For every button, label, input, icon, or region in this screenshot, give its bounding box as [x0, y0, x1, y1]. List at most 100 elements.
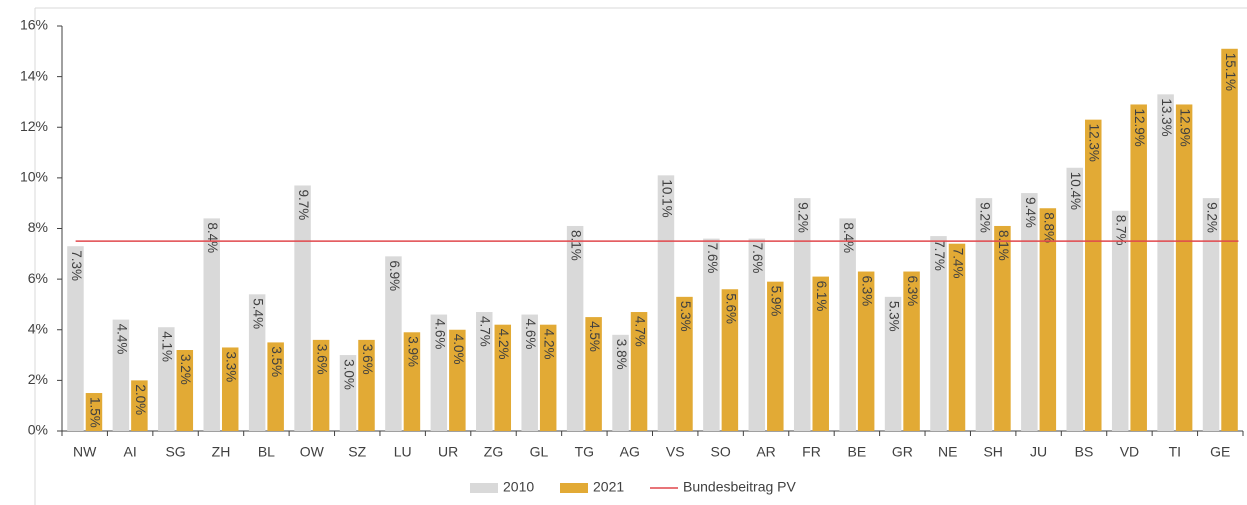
- bar: [630, 312, 648, 431]
- bar: [312, 339, 330, 431]
- data-label: 15.1%: [1223, 53, 1238, 91]
- data-label: 9.2%: [1204, 202, 1219, 233]
- data-label: 12.3%: [1087, 124, 1102, 162]
- bar: [793, 198, 811, 431]
- bar: [112, 319, 130, 431]
- data-label: 4.2%: [542, 329, 557, 360]
- x-tick-label: SG: [165, 444, 185, 460]
- bar: [1221, 48, 1238, 431]
- x-tick-label: GE: [1210, 444, 1230, 460]
- data-label: 4.7%: [478, 316, 493, 347]
- legend-label: 2010: [503, 479, 534, 495]
- y-tick-label: 10%: [20, 169, 48, 185]
- bar: [1130, 104, 1147, 431]
- data-label: 3.6%: [315, 344, 330, 375]
- x-tick-label: UR: [438, 444, 458, 460]
- x-tick-label: SZ: [348, 444, 366, 460]
- bar: [358, 339, 375, 431]
- data-label: 5.3%: [678, 301, 693, 332]
- y-tick-label: 14%: [20, 67, 48, 83]
- data-label: 9.7%: [296, 189, 311, 220]
- bar: [476, 312, 493, 431]
- bar: [385, 256, 402, 431]
- data-label: 3.2%: [178, 354, 193, 385]
- data-label: 2.0%: [133, 384, 148, 415]
- bar: [131, 380, 148, 431]
- data-label: 5.6%: [723, 293, 738, 324]
- x-tick-label: VD: [1120, 444, 1139, 460]
- x-tick-label: BE: [848, 444, 867, 460]
- bar: [1085, 119, 1102, 431]
- x-tick-label: SH: [983, 444, 1002, 460]
- data-label: 3.9%: [405, 336, 420, 367]
- x-tick-label: BS: [1075, 444, 1094, 460]
- data-label: 3.5%: [269, 346, 284, 377]
- data-label: 6.1%: [814, 281, 829, 312]
- bar: [884, 296, 902, 431]
- data-label: 5.3%: [887, 301, 902, 332]
- x-tick-label: AR: [756, 444, 775, 460]
- data-label: 3.8%: [614, 339, 629, 370]
- data-label: 8.1%: [996, 230, 1011, 261]
- data-label: 4.6%: [523, 319, 538, 350]
- bar: [975, 198, 993, 431]
- bar: [267, 342, 284, 431]
- x-tick-label: LU: [394, 444, 412, 460]
- data-label: 9.2%: [977, 202, 992, 233]
- bar: [703, 238, 720, 431]
- y-tick-label: 0%: [28, 422, 48, 438]
- data-label: 4.4%: [114, 324, 129, 355]
- x-tick-label: JU: [1030, 444, 1047, 460]
- bar: [248, 294, 266, 431]
- data-label: 9.2%: [796, 202, 811, 233]
- x-tick-label: TG: [575, 444, 594, 460]
- data-label: 6.3%: [905, 276, 920, 307]
- x-tick-label: ZG: [484, 444, 503, 460]
- bar: [994, 225, 1011, 431]
- bar: [1039, 208, 1057, 431]
- x-tick-label: NW: [73, 444, 97, 460]
- bar: [930, 236, 947, 431]
- data-label: 7.6%: [750, 243, 765, 274]
- bar: [748, 238, 766, 431]
- x-tick-label: GL: [530, 444, 549, 460]
- data-label: 3.3%: [224, 351, 239, 382]
- data-label: 8.7%: [1114, 215, 1129, 246]
- data-label: 7.3%: [69, 250, 84, 281]
- x-tick-label: GR: [892, 444, 913, 460]
- data-label: 4.5%: [587, 321, 602, 352]
- y-tick-label: 4%: [28, 320, 48, 336]
- x-tick-label: BL: [258, 444, 275, 460]
- data-label: 4.6%: [432, 319, 447, 350]
- bar: [1111, 210, 1129, 431]
- data-label: 8.8%: [1041, 212, 1056, 243]
- bar: [176, 350, 194, 431]
- x-tick-label: ZH: [212, 444, 231, 460]
- data-label: 6.3%: [860, 276, 875, 307]
- data-label: 1.5%: [87, 397, 102, 428]
- bar: [521, 314, 538, 431]
- legend-label: Bundesbeitrag PV: [683, 479, 797, 495]
- bar: [1066, 167, 1084, 431]
- bar: [676, 296, 693, 431]
- legend-label: 2021: [593, 479, 624, 495]
- data-label: 3.6%: [360, 344, 375, 375]
- x-tick-label: VS: [666, 444, 685, 460]
- bar: [67, 246, 84, 431]
- bar: [1202, 198, 1220, 431]
- bar: [539, 324, 557, 431]
- data-label: 12.9%: [1178, 108, 1193, 146]
- bar: [221, 347, 239, 431]
- data-label: 13.3%: [1159, 98, 1174, 136]
- y-tick-label: 12%: [20, 118, 48, 134]
- data-label: 8.4%: [205, 222, 220, 253]
- data-label: 5.4%: [251, 298, 266, 329]
- bar: [449, 329, 466, 431]
- bar: [767, 281, 784, 431]
- bar: [721, 289, 739, 431]
- bar: [158, 327, 175, 431]
- data-label: 8.4%: [841, 222, 856, 253]
- legend-swatch: [560, 483, 588, 493]
- bar: [1175, 104, 1193, 431]
